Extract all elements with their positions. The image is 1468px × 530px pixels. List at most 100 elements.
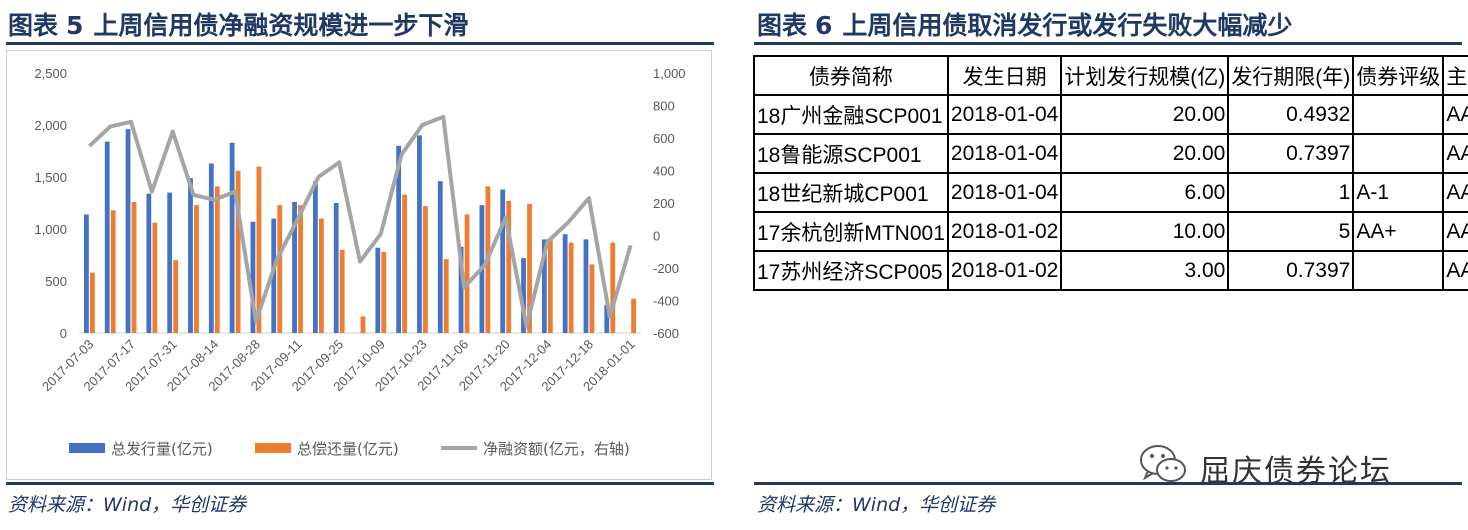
table-source: 资料来源：Wind，华创证券 — [757, 494, 996, 516]
cell-bond-name: 17苏州经济SCP005 — [753, 250, 949, 291]
bar-repayment — [464, 214, 470, 333]
bar-issuance — [312, 181, 318, 333]
y-right-tick-label: 600 — [653, 131, 675, 146]
cell-term: 0.7397 — [1227, 250, 1355, 291]
legend-label: 净融资额(亿元，右轴) — [483, 440, 630, 458]
bar-issuance — [562, 234, 568, 333]
cell-bond-name: 17余杭创新MTN001 — [753, 211, 949, 252]
cell-bond-rating — [1352, 133, 1445, 174]
bar-issuance — [375, 247, 381, 333]
table-row: 18鲁能源SCP001 2018-01-04 20.00 0.7397 AAA — [753, 133, 1468, 174]
header-term: 发行期限(年) — [1227, 55, 1355, 96]
y-right-tick-label: -200 — [653, 261, 679, 276]
bar-issuance — [417, 135, 422, 333]
cell-issuer-rating: AA+ — [1442, 211, 1468, 252]
cell-term: 1 — [1227, 172, 1355, 213]
chart-title-text: 上周信用债净融资规模进一步下滑 — [93, 11, 469, 40]
bar-issuance — [583, 239, 589, 333]
bar-issuance — [333, 203, 339, 333]
cell-term: 5 — [1227, 211, 1355, 252]
bar-repayment — [318, 218, 324, 333]
cell-issuer-rating: AA+ — [1442, 250, 1468, 291]
legend-label: 总发行量(亿元) — [111, 440, 213, 458]
y-left-tick-label: 1,000 — [34, 222, 67, 237]
header-planned-size: 计划发行规模(亿) — [1060, 55, 1230, 96]
bar-repayment — [506, 200, 512, 333]
header-issuer-rating: 主体评级 — [1442, 55, 1468, 96]
table-title-prefix: 图表 — [757, 11, 808, 40]
bar-issuance — [271, 218, 277, 333]
bar-repayment — [256, 166, 262, 333]
cell-bond-name: 18广州金融SCP001 — [753, 94, 949, 135]
cell-bond-rating — [1352, 94, 1445, 135]
table-source-rule — [754, 482, 1462, 485]
table-title-text: 上周信用债取消发行或发行失败大幅减少 — [842, 11, 1293, 40]
chart-title-prefix: 图表 — [8, 11, 59, 40]
bar-repayment — [235, 170, 241, 333]
cell-bond-name: 18世纪新城CP001 — [753, 172, 949, 213]
cell-issuer-rating: AAA — [1442, 133, 1468, 174]
bar-repayment — [402, 194, 408, 333]
bar-repayment — [360, 316, 366, 333]
y-left-tick-label: 1,500 — [34, 170, 67, 185]
bar-issuance — [146, 193, 152, 333]
header-date: 发生日期 — [946, 55, 1063, 96]
table-title-number: 6 — [815, 11, 833, 40]
bar-repayment — [423, 206, 428, 333]
bar-repayment — [339, 249, 345, 333]
bar-issuance — [208, 163, 214, 333]
cell-bond-rating: A-1 — [1352, 172, 1445, 213]
cell-bond-rating — [1352, 250, 1445, 291]
chart-source-rule — [6, 482, 714, 485]
cell-planned-size: 20.00 — [1060, 94, 1230, 135]
chart-frame: 0 500 1,000 1,500 2,000 2,500 -600 -400 -200 0 200… — [6, 50, 712, 480]
y-right-tick-label: 1,000 — [653, 66, 686, 81]
bar-repayment — [110, 210, 116, 333]
cell-planned-size: 6.00 — [1060, 172, 1230, 213]
cell-date: 2018-01-02 — [946, 250, 1063, 291]
cell-date: 2018-01-04 — [946, 94, 1063, 135]
bar-issuance — [167, 192, 173, 333]
failed-issuance-table: 债券简称 发生日期 计划发行规模(亿) 发行期限(年) 债券评级 主体评级 18… — [753, 55, 1468, 291]
cell-bond-name: 18鲁能源SCP001 — [753, 133, 949, 174]
y-left-tick-label: 2,000 — [34, 118, 67, 133]
y-right-tick-label: -600 — [653, 326, 679, 341]
chart-title: 图表 5 上周信用债净融资规模进一步下滑 — [8, 6, 468, 40]
bar-issuance — [521, 258, 526, 333]
bar-repayment — [589, 264, 595, 333]
y-right-tick-label: 200 — [653, 196, 675, 211]
cell-planned-size: 3.00 — [1060, 250, 1230, 291]
bar-repayment — [381, 251, 387, 333]
legend-swatch — [69, 443, 105, 453]
wechat-icon — [1140, 445, 1186, 482]
net-financing-chart: 0 500 1,000 1,500 2,000 2,500 -600 -400 -200 0 200… — [34, 66, 686, 458]
bar-repayment — [194, 205, 199, 333]
y-right-tick-label: 400 — [653, 164, 675, 179]
y-left-tick-label: 2,500 — [34, 66, 67, 81]
y-left-tick-label: 500 — [45, 274, 67, 289]
bar-repayment — [152, 222, 158, 333]
chart-source: 资料来源：Wind，华创证券 — [8, 494, 247, 516]
bar-repayment — [527, 204, 532, 333]
chart-title-number: 5 — [66, 11, 84, 40]
bar-repayment — [173, 260, 179, 333]
cell-term: 0.7397 — [1227, 133, 1355, 174]
header-bond-name: 债券简称 — [753, 55, 949, 96]
cell-term: 0.4932 — [1227, 94, 1355, 135]
table-header-row: 债券简称 发生日期 计划发行规模(亿) 发行期限(年) 债券评级 主体评级 — [753, 55, 1468, 96]
bar-repayment — [90, 272, 95, 333]
bar-issuance — [229, 142, 235, 333]
bar-issuance — [604, 304, 610, 333]
table-row: 18世纪新城CP001 2018-01-04 6.00 1 A-1 AA — [753, 172, 1468, 213]
table-title: 图表 6 上周信用债取消发行或发行失败大幅减少 — [757, 6, 1292, 40]
bar-repayment — [443, 259, 449, 333]
bar-repayment — [568, 242, 574, 333]
bar-issuance — [188, 178, 193, 333]
bar-issuance — [84, 214, 89, 333]
legend-swatch — [255, 443, 291, 453]
y-right-tick-label: 800 — [653, 99, 675, 114]
bar-repayment — [277, 205, 283, 333]
table-row: 17余杭创新MTN001 2018-01-02 10.00 5 AA+ AA+ — [753, 211, 1468, 252]
cell-planned-size: 20.00 — [1060, 133, 1230, 174]
cell-issuer-rating: AAA — [1442, 94, 1468, 135]
